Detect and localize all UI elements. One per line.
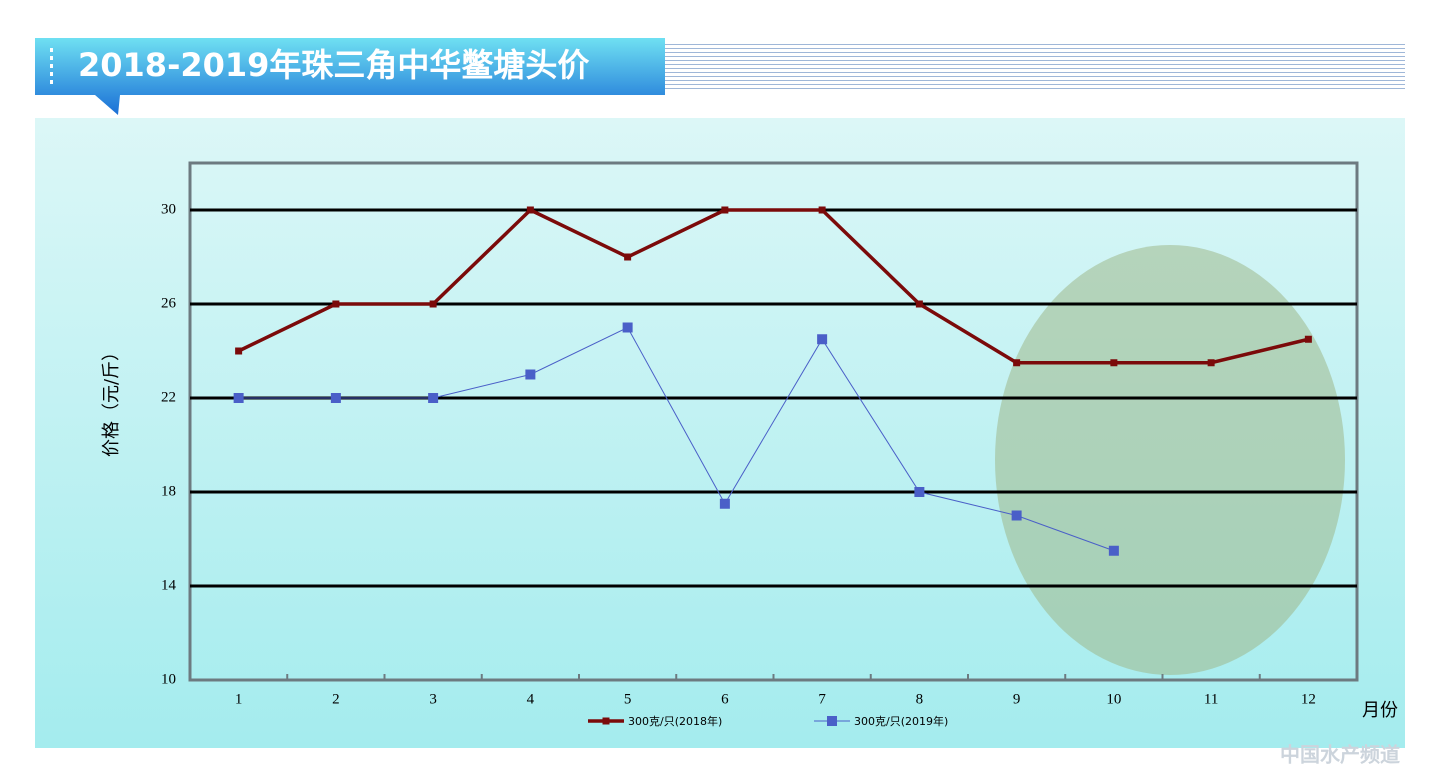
series-line	[237, 207, 1309, 365]
x-tick-label: 5	[624, 691, 632, 707]
series-line	[238, 326, 1115, 552]
y-tick-label: 18	[161, 483, 176, 499]
y-tick-label: 26	[161, 295, 177, 311]
data-point	[332, 300, 340, 308]
y-tick-label: 14	[161, 577, 177, 593]
y-tick-label: 10	[161, 671, 176, 687]
x-tick-label: 3	[429, 691, 437, 707]
data-point	[1013, 359, 1021, 367]
turtle-decoration	[995, 245, 1345, 675]
title-banner	[35, 38, 665, 115]
data-point	[818, 206, 826, 214]
data-point	[525, 369, 536, 380]
x-tick-label: 10	[1106, 691, 1121, 707]
data-point	[721, 206, 729, 214]
data-point	[915, 300, 923, 308]
banner-stripes	[665, 42, 1405, 92]
x-tick-label: 9	[1013, 691, 1021, 707]
x-tick-label: 12	[1301, 691, 1316, 707]
data-point	[1011, 510, 1022, 521]
banner-dots	[50, 48, 53, 84]
legend-label: 300克/只(2018年)	[628, 714, 722, 728]
data-point	[1207, 359, 1215, 367]
data-point	[624, 253, 632, 261]
y-axis-label: 价格（元/斤）	[101, 343, 122, 457]
x-tick-label: 11	[1204, 691, 1218, 707]
legend-swatch-marker	[827, 716, 837, 726]
data-point	[526, 206, 534, 214]
x-tick-label: 7	[818, 691, 826, 707]
x-axis-label: 月份	[1362, 700, 1398, 721]
x-tick-label: 2	[332, 691, 340, 707]
x-tick-label: 6	[721, 691, 729, 707]
watermark: 中国水产频道	[1280, 743, 1400, 767]
x-tick-label: 4	[527, 691, 535, 707]
data-point	[330, 393, 341, 403]
y-tick-label: 22	[161, 389, 176, 405]
chart-title: 2018-2019年珠三角中华鳖塘头价	[78, 46, 589, 84]
data-point	[428, 393, 439, 403]
y-tick-label: 30	[161, 201, 176, 217]
data-point	[233, 393, 244, 403]
data-point	[429, 300, 437, 308]
x-tick-label: 1	[235, 691, 243, 707]
x-tick-label: 8	[916, 691, 924, 707]
data-point	[719, 498, 730, 509]
legend-label: 300克/只(2019年)	[854, 714, 948, 728]
legend-swatch-marker	[602, 717, 610, 725]
data-point	[1110, 359, 1118, 367]
data-point	[817, 334, 828, 345]
data-point	[1108, 545, 1119, 556]
data-point	[235, 347, 243, 355]
data-point	[914, 487, 925, 497]
data-point	[1304, 335, 1312, 343]
data-point	[622, 322, 633, 333]
